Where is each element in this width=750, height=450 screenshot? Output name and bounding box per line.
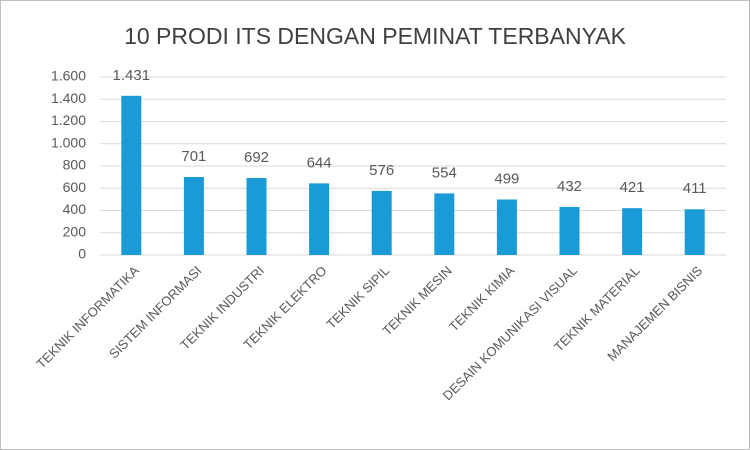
value-label: 644: [307, 154, 332, 171]
y-tick-label: 1.400: [51, 90, 86, 106]
y-tick-label: 1.600: [51, 68, 86, 84]
bar: [371, 190, 392, 255]
bar: [246, 178, 267, 255]
value-label: 576: [369, 162, 394, 179]
y-tick-label: 200: [63, 223, 87, 239]
bar: [559, 206, 580, 255]
value-label: 1.431: [113, 67, 151, 84]
value-label: 692: [244, 149, 269, 166]
value-label: 701: [181, 148, 206, 165]
value-label: 432: [557, 178, 582, 195]
value-label: 411: [683, 180, 707, 197]
bar: [309, 183, 330, 255]
value-label: 421: [620, 179, 645, 196]
y-tick-label: 800: [63, 157, 87, 173]
value-label: 499: [494, 170, 519, 187]
bar: [434, 193, 455, 255]
y-tick-label: 600: [63, 179, 87, 195]
bar: [496, 199, 517, 255]
bar: [121, 95, 142, 256]
chart-title: 10 PRODI ITS DENGAN PEMINAT TERBANYAK: [124, 23, 627, 49]
y-tick-label: 0: [78, 246, 86, 262]
y-tick-label: 400: [63, 201, 87, 217]
y-tick-label: 1.000: [51, 134, 86, 150]
bar: [183, 177, 204, 255]
bar: [684, 209, 705, 255]
value-label: 554: [432, 164, 457, 181]
y-tick-label: 1.200: [51, 112, 86, 128]
bar: [622, 208, 643, 255]
